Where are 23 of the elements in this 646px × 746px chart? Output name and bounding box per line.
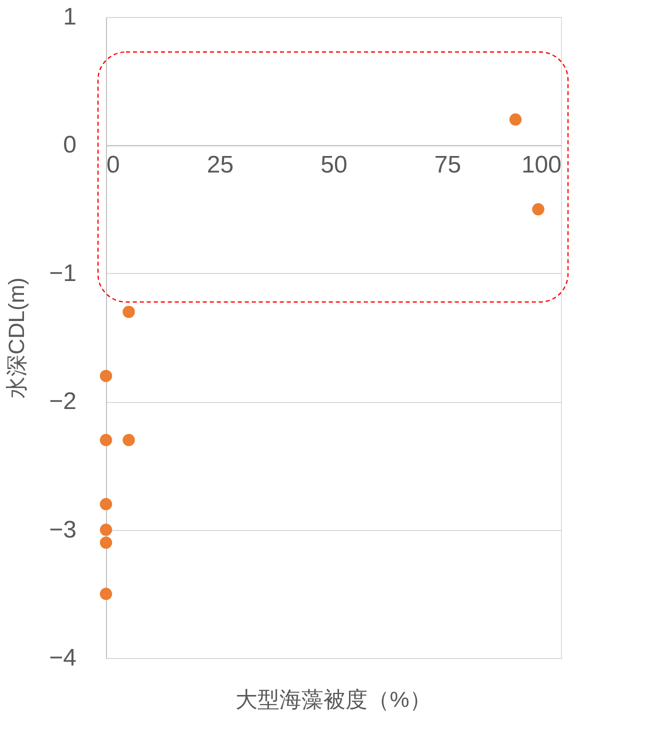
y-tick-label: −2 (49, 388, 76, 416)
y-axis-title: 水深CDL(m) (4, 278, 30, 398)
point (100, 498, 112, 510)
x-axis-title: 大型海藻被度（%） (236, 687, 432, 712)
x-tick-label: 0 (106, 152, 120, 179)
x-tick-label: 25 (206, 152, 234, 179)
x-tick-label: 100 (521, 152, 562, 179)
point (100, 370, 112, 382)
point (100, 536, 112, 549)
point (122, 434, 135, 446)
point (100, 588, 112, 600)
point (100, 434, 112, 446)
x-tick-label: 75 (434, 152, 462, 179)
point (509, 113, 522, 126)
y-tick-label: −4 (49, 644, 76, 672)
y-tick-label: 0 (63, 132, 76, 159)
y-tick-label: −3 (49, 516, 76, 544)
point (100, 524, 112, 536)
y-tick-label: −1 (49, 260, 76, 287)
point (532, 203, 544, 216)
y-tick-label: 1 (63, 4, 76, 30)
point (122, 306, 135, 318)
x-tick-label: 50 (320, 152, 348, 179)
